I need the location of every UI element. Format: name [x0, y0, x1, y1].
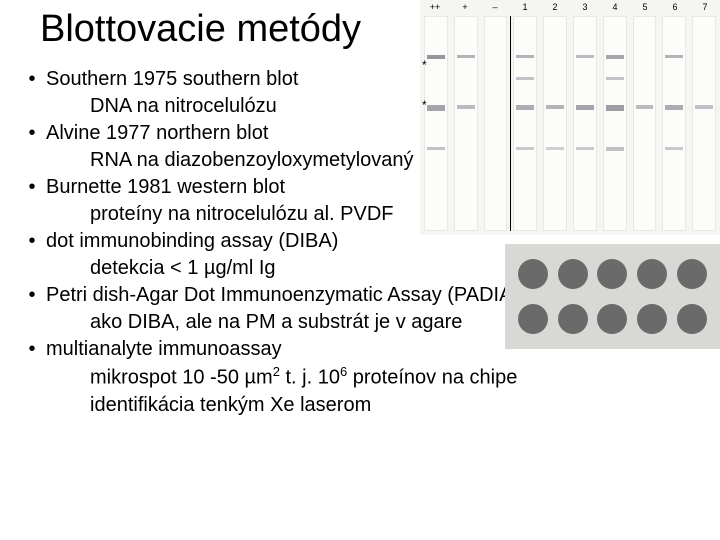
- bullet-item: •multianalyte immunoassay: [18, 336, 519, 363]
- bullet-marker: •: [18, 228, 46, 255]
- asterisk-marker: *: [422, 98, 427, 112]
- bullet-subtext: ako DIBA, ale na PM a substrát je v agar…: [18, 309, 519, 336]
- blot-lane: [573, 16, 597, 231]
- blot-band: [546, 105, 564, 109]
- dot-spot: [677, 259, 707, 289]
- lane-label: 7: [690, 2, 720, 12]
- blot-band: [576, 105, 594, 110]
- blot-lane: [662, 16, 686, 231]
- bullet-item: •Petri dish-Agar Dot Immunoenzymatic Ass…: [18, 282, 519, 309]
- blot-band: [427, 105, 445, 111]
- blot-divider: [510, 16, 511, 231]
- blot-lane: [633, 16, 657, 231]
- dot-spot: [597, 259, 627, 289]
- bullet-subtext: identifikácia tenkým Xe laserom: [18, 392, 519, 419]
- blot-lane: [454, 16, 478, 231]
- blot-band: [665, 147, 683, 150]
- lane-label: 6: [660, 2, 690, 12]
- bullet-marker: •: [18, 120, 46, 147]
- lane-label: 2: [540, 2, 570, 12]
- blot-band: [576, 147, 594, 150]
- blot-lane: [484, 16, 508, 231]
- bullet-text: multianalyte immunoassay: [46, 336, 282, 363]
- blot-band: [665, 55, 683, 58]
- bullet-marker: •: [18, 66, 46, 93]
- blot-band: [695, 105, 713, 109]
- blot-band: [606, 105, 624, 111]
- blot-band: [516, 55, 534, 58]
- blot-band: [636, 105, 654, 109]
- lane-label: 3: [570, 2, 600, 12]
- dot-spot: [518, 259, 548, 289]
- blot-band: [606, 55, 624, 59]
- dot-spot: [518, 304, 548, 334]
- bullet-text: Burnette 1981 western blot: [46, 174, 285, 201]
- blot-band: [516, 77, 534, 80]
- lane-label: 5: [630, 2, 660, 12]
- bullet-text: Southern 1975 southern blot: [46, 66, 298, 93]
- blot-lane: [692, 16, 716, 231]
- blot-lane: [424, 16, 448, 231]
- western-blot-image: +++–1234567 **: [420, 0, 720, 235]
- bullet-marker: •: [18, 174, 46, 201]
- blot-band: [427, 147, 445, 150]
- dot-blot-image: [505, 244, 720, 349]
- blot-band: [516, 147, 534, 150]
- dot-spot: [558, 259, 588, 289]
- asterisk-marker: *: [422, 58, 427, 72]
- blot-band: [665, 105, 683, 110]
- bullet-text: Alvine 1977 northern blot: [46, 120, 268, 147]
- blot-band: [457, 105, 475, 109]
- blot-lane: [513, 16, 537, 231]
- bullet-subtext: mikrospot 10 -50 µm2 t. j. 106 proteínov…: [18, 363, 519, 392]
- blot-band: [516, 105, 534, 110]
- blot-lane: [603, 16, 627, 231]
- lane-label: 4: [600, 2, 630, 12]
- lane-label: –: [480, 2, 510, 12]
- bullet-marker: •: [18, 282, 46, 309]
- bullet-text: dot immunobinding assay (DIBA): [46, 228, 338, 255]
- lane-label: +: [450, 2, 480, 12]
- bullet-text: Petri dish-Agar Dot Immunoenzymatic Assa…: [46, 282, 519, 309]
- blot-band: [427, 55, 445, 59]
- lane-label: 1: [510, 2, 540, 12]
- bullet-marker: •: [18, 336, 46, 363]
- lane-label: ++: [420, 2, 450, 12]
- blot-band: [457, 55, 475, 58]
- blot-band: [606, 77, 624, 80]
- blot-band: [576, 55, 594, 58]
- blot-band: [546, 147, 564, 150]
- blot-band: [606, 147, 624, 151]
- dot-spot: [637, 304, 667, 334]
- slide-title: Blottovacie metódy: [40, 8, 361, 51]
- dot-spot: [558, 304, 588, 334]
- dot-spot: [677, 304, 707, 334]
- blot-lane: [543, 16, 567, 231]
- bullet-subtext: detekcia < 1 µg/ml Ig: [18, 255, 519, 282]
- dot-spot: [637, 259, 667, 289]
- dot-spot: [597, 304, 627, 334]
